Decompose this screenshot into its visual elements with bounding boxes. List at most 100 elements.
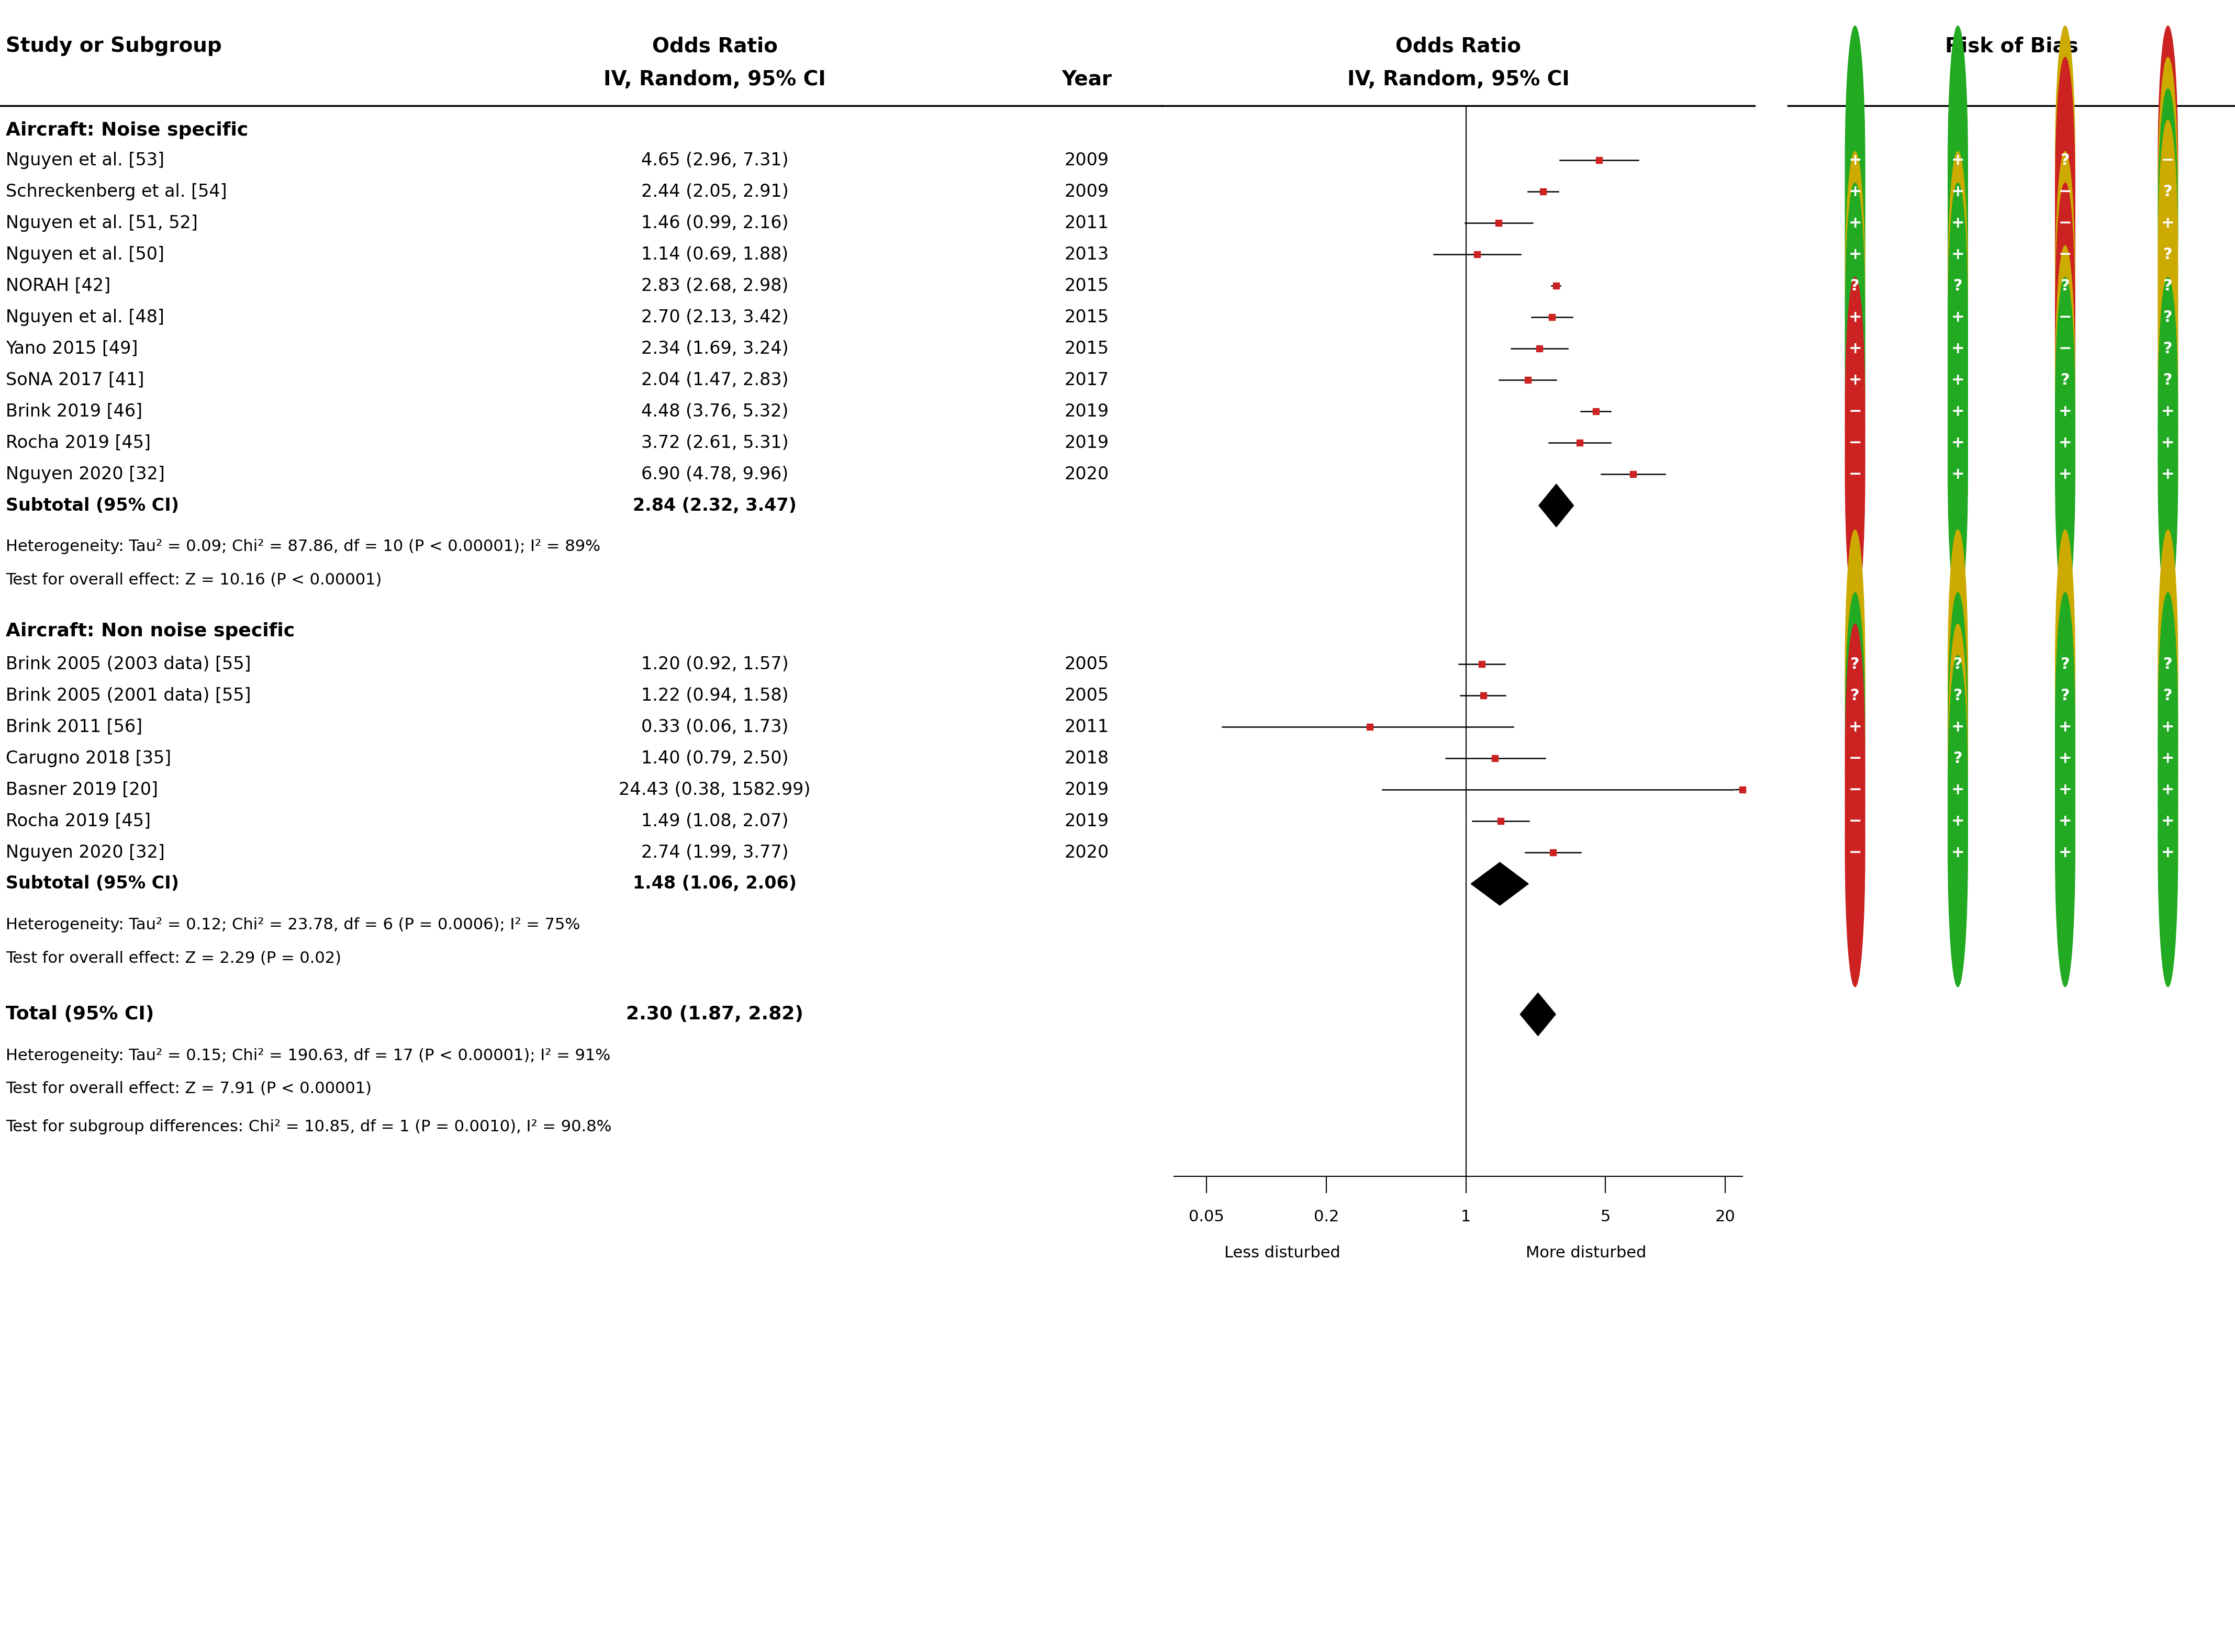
Text: +: +: [2058, 719, 2072, 735]
Ellipse shape: [1846, 246, 1864, 514]
Text: +: +: [1951, 372, 1965, 388]
Ellipse shape: [1949, 624, 1967, 892]
Text: 2005: 2005: [1064, 656, 1109, 672]
Text: D: D: [2159, 69, 2177, 89]
Text: Aircraft: Non noise specific: Aircraft: Non noise specific: [7, 623, 295, 639]
Ellipse shape: [2056, 687, 2074, 955]
Text: +: +: [2058, 750, 2072, 767]
Text: ?: ?: [2163, 372, 2172, 388]
Text: ?: ?: [1851, 687, 1860, 704]
Text: 2011: 2011: [1064, 215, 1109, 231]
Text: +: +: [1951, 309, 1965, 325]
Text: Test for overall effect: Z = 2.29 (P = 0.02): Test for overall effect: Z = 2.29 (P = 0…: [7, 950, 342, 966]
Text: ?: ?: [2163, 656, 2172, 672]
Text: +: +: [2058, 844, 2072, 861]
Text: 2.30 (1.87, 2.82): 2.30 (1.87, 2.82): [626, 1006, 802, 1023]
Text: +: +: [1848, 309, 1862, 325]
Text: Heterogeneity: Tau² = 0.12; Chi² = 23.78, df = 6 (P = 0.0006); I² = 75%: Heterogeneity: Tau² = 0.12; Chi² = 23.78…: [7, 917, 581, 933]
Text: 2.84 (2.32, 3.47): 2.84 (2.32, 3.47): [633, 497, 796, 514]
Text: Nguyen et al. [53]: Nguyen et al. [53]: [7, 152, 165, 169]
Text: Carugno 2018 [35]: Carugno 2018 [35]: [7, 750, 172, 767]
Text: C: C: [2058, 69, 2072, 89]
Text: +: +: [1848, 183, 1862, 200]
Ellipse shape: [2159, 246, 2177, 514]
Ellipse shape: [1846, 121, 1864, 388]
Text: Risk of Bias: Risk of Bias: [1944, 36, 2079, 56]
Text: −: −: [1848, 750, 1862, 767]
Ellipse shape: [2056, 246, 2074, 514]
Text: ?: ?: [2061, 372, 2070, 388]
Text: +: +: [2161, 466, 2175, 482]
Ellipse shape: [1846, 309, 1864, 577]
Text: 2015: 2015: [1064, 278, 1109, 294]
Text: +: +: [1951, 183, 1965, 200]
Text: 2020: 2020: [1064, 844, 1109, 861]
Text: ?: ?: [2163, 340, 2172, 357]
Ellipse shape: [1949, 121, 1967, 388]
Ellipse shape: [1846, 562, 1864, 829]
Text: 2015: 2015: [1064, 309, 1109, 325]
Text: 1.49 (1.08, 2.07): 1.49 (1.08, 2.07): [641, 813, 789, 829]
Ellipse shape: [2159, 687, 2177, 955]
Text: −: −: [2058, 183, 2072, 200]
Text: 2013: 2013: [1064, 246, 1109, 263]
Text: ?: ?: [2163, 183, 2172, 200]
Ellipse shape: [2056, 719, 2074, 986]
Text: −: −: [2058, 215, 2072, 231]
Text: ?: ?: [2061, 278, 2070, 294]
Ellipse shape: [2159, 562, 2177, 829]
Text: +: +: [1951, 152, 1965, 169]
Text: ?: ?: [1851, 278, 1860, 294]
Ellipse shape: [1846, 89, 1864, 357]
Text: −: −: [2058, 309, 2072, 325]
Text: Schreckenberg et al. [54]: Schreckenberg et al. [54]: [7, 183, 228, 200]
Ellipse shape: [2159, 183, 2177, 451]
Ellipse shape: [1949, 562, 1967, 829]
Text: 0.2: 0.2: [1314, 1209, 1339, 1224]
Ellipse shape: [1949, 340, 1967, 608]
Text: +: +: [1848, 372, 1862, 388]
Ellipse shape: [2056, 278, 2074, 545]
Text: Brink 2005 (2003 data) [55]: Brink 2005 (2003 data) [55]: [7, 656, 250, 672]
Text: Brink 2011 [56]: Brink 2011 [56]: [7, 719, 143, 735]
Text: 2005: 2005: [1064, 687, 1109, 704]
Text: Heterogeneity: Tau² = 0.15; Chi² = 190.63, df = 17 (P < 0.00001); I² = 91%: Heterogeneity: Tau² = 0.15; Chi² = 190.6…: [7, 1047, 610, 1064]
Text: +: +: [1951, 246, 1965, 263]
Text: +: +: [1848, 246, 1862, 263]
Ellipse shape: [1949, 152, 1967, 420]
Ellipse shape: [2056, 215, 2074, 482]
Ellipse shape: [1949, 183, 1967, 451]
Ellipse shape: [1846, 183, 1864, 451]
Ellipse shape: [2159, 530, 2177, 798]
Text: B: B: [1951, 69, 1965, 89]
Text: 0.33 (0.06, 1.73): 0.33 (0.06, 1.73): [641, 719, 789, 735]
Text: 2018: 2018: [1064, 750, 1109, 767]
Text: 2.70 (2.13, 3.42): 2.70 (2.13, 3.42): [641, 309, 789, 325]
Ellipse shape: [1846, 593, 1864, 861]
Text: 1.22 (0.94, 1.58): 1.22 (0.94, 1.58): [641, 687, 789, 704]
Text: 4.65 (2.96, 7.31): 4.65 (2.96, 7.31): [641, 152, 789, 169]
Text: A: A: [1846, 69, 1864, 89]
Text: +: +: [1848, 340, 1862, 357]
Text: ?: ?: [2163, 278, 2172, 294]
Text: −: −: [1848, 813, 1862, 829]
Text: 2.74 (1.99, 3.77): 2.74 (1.99, 3.77): [641, 844, 789, 861]
Ellipse shape: [2056, 530, 2074, 798]
Text: −: −: [2058, 246, 2072, 263]
Text: 2.83 (2.68, 2.98): 2.83 (2.68, 2.98): [641, 278, 789, 294]
Ellipse shape: [1949, 26, 1967, 294]
Text: Brink 2019 [46]: Brink 2019 [46]: [7, 403, 143, 420]
Ellipse shape: [1846, 656, 1864, 923]
Ellipse shape: [1949, 593, 1967, 861]
Ellipse shape: [1949, 656, 1967, 923]
Text: +: +: [2161, 403, 2175, 420]
Text: Year: Year: [1062, 69, 1111, 89]
Text: −: −: [2161, 152, 2175, 169]
Ellipse shape: [2159, 121, 2177, 388]
Ellipse shape: [1949, 719, 1967, 986]
Text: Study or Subgroup: Study or Subgroup: [7, 36, 221, 56]
Text: +: +: [2161, 215, 2175, 231]
Text: Nguyen 2020 [32]: Nguyen 2020 [32]: [7, 844, 165, 861]
Ellipse shape: [1846, 340, 1864, 608]
Text: 2.04 (1.47, 2.83): 2.04 (1.47, 2.83): [641, 372, 789, 388]
